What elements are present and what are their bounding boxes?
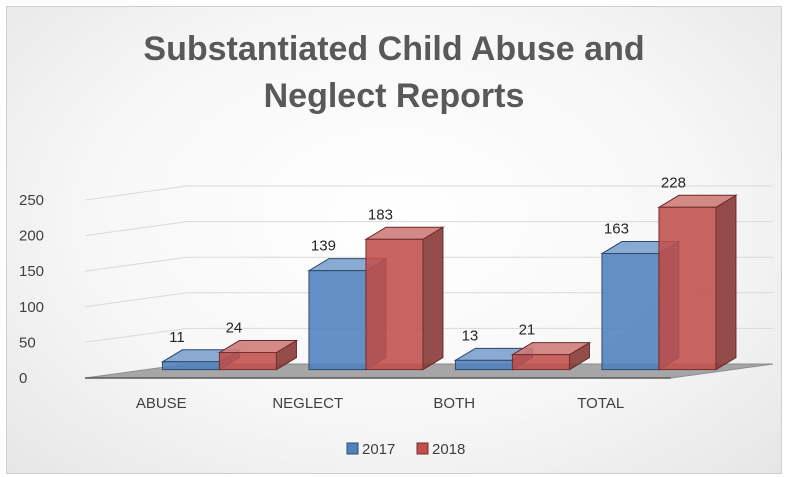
chart-title-line-1: Substantiated Child Abuse and — [143, 30, 644, 68]
bar-2018-abuse — [218, 352, 277, 371]
data-label-2017-both: 13 — [462, 327, 479, 344]
y-tick-label: 250 — [19, 192, 44, 209]
bar-side-2018-neglect — [422, 226, 444, 371]
legend-swatch-2017 — [346, 442, 359, 455]
bar-2017-abuse — [161, 361, 220, 371]
category-label-both: BOTH — [433, 395, 475, 412]
bar-2018-neglect — [365, 238, 424, 371]
chart-canvas: Substantiated Child Abuse and Neglect Re… — [19, 30, 774, 458]
gridline-depth — [84, 185, 188, 201]
y-tick-label: 200 — [19, 228, 44, 245]
bar-side-2018-total — [715, 194, 737, 371]
y-axis-ticks: 0 50 100 150 200 250 — [19, 192, 44, 387]
chart-area: Substantiated Child Abuse and Neglect Re… — [6, 6, 782, 474]
bar-2017-total — [601, 253, 660, 371]
category-label-abuse: ABUSE — [136, 395, 187, 412]
y-tick-label: 50 — [19, 334, 36, 351]
bars: 11 24 139 183 13 21 163 228 — [160, 174, 738, 371]
legend: 2017 2018 — [346, 441, 465, 458]
category-label-total: TOTAL — [577, 395, 624, 412]
legend-label-2017: 2017 — [362, 441, 395, 458]
gridline-depth — [84, 327, 188, 343]
data-label-2018-abuse: 24 — [226, 320, 243, 337]
bar-2017-neglect — [308, 270, 367, 371]
data-label-2017-neglect: 139 — [311, 238, 336, 255]
data-label-2018-both: 21 — [519, 322, 536, 339]
chart-title-line-2: Neglect Reports — [264, 77, 525, 115]
y-tick-label: 100 — [19, 299, 44, 316]
data-label-2017-abuse: 11 — [169, 329, 185, 346]
gridline-depth — [84, 292, 188, 308]
legend-swatch-2018 — [416, 442, 429, 455]
x-axis-categories: ABUSE NEGLECT BOTH TOTAL — [136, 395, 624, 412]
bar-2018-both — [511, 354, 570, 371]
bar-2018-total — [658, 206, 717, 371]
legend-label-2018: 2018 — [432, 441, 465, 458]
y-tick-label: 150 — [19, 263, 44, 280]
data-label-2018-neglect: 183 — [368, 206, 393, 223]
category-label-neglect: NEGLECT — [272, 395, 343, 412]
gridline-depth — [84, 221, 188, 237]
y-tick-label: 0 — [19, 370, 27, 387]
data-label-2017-total: 163 — [604, 221, 629, 238]
data-label-2018-total: 228 — [661, 174, 686, 191]
gridline-depth — [84, 256, 188, 272]
bar-2017-both — [454, 359, 513, 371]
